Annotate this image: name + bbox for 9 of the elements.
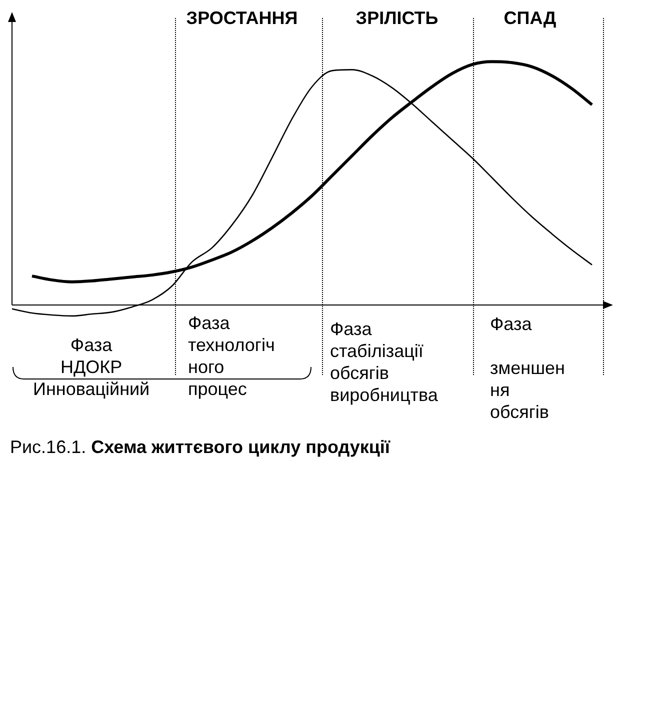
text: ЗРОСТАННЯ (186, 8, 298, 29)
text: Фаза зменшен ня обсягів (490, 314, 565, 422)
annotation: Фаза технологіч ного процес (188, 312, 275, 400)
text: Фаза стабілізації обсягів виробництва (330, 318, 438, 406)
text: ЗРІЛІСТЬ (356, 8, 438, 29)
text: Рис.16.1. (10, 437, 88, 457)
text: СПАД (504, 8, 556, 29)
text: Фаза НДОКР Инноваційний (33, 334, 150, 400)
text: Схема життєвого циклу продукції (91, 437, 390, 457)
